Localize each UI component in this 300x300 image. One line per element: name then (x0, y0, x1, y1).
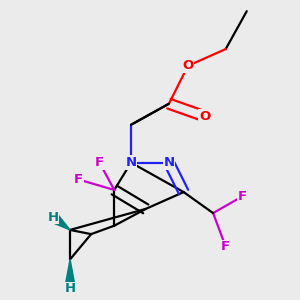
Text: N: N (164, 156, 175, 169)
Text: F: F (95, 156, 104, 169)
Text: O: O (199, 110, 210, 123)
Text: F: F (221, 240, 230, 253)
Text: O: O (182, 59, 194, 72)
Text: H: H (48, 211, 59, 224)
Text: N: N (125, 156, 136, 169)
Text: F: F (74, 173, 83, 186)
Text: H: H (64, 282, 76, 295)
Text: F: F (238, 190, 247, 203)
Polygon shape (50, 213, 70, 230)
Polygon shape (64, 260, 76, 289)
